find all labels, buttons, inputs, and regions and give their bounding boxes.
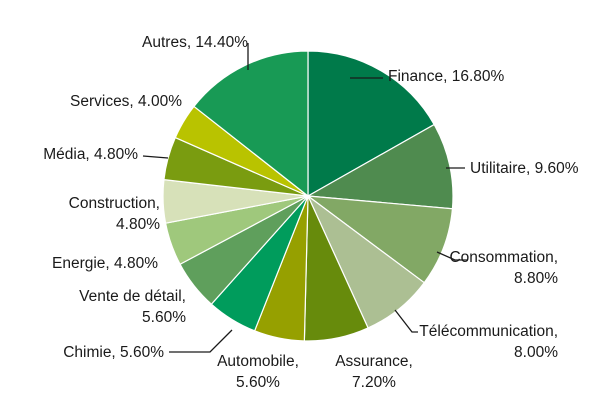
data-label-media: Média, 4.80%	[43, 146, 138, 163]
data-label-vente-de-detail: Vente de détail, 5.60%	[79, 288, 186, 326]
data-label-consommation: Consommation, 8.80%	[449, 249, 558, 287]
leader-line-chimie	[169, 329, 233, 353]
data-label-services: Services, 4.00%	[70, 93, 182, 110]
data-label-autres: Autres, 14.40%	[142, 34, 248, 51]
data-label-telecommunication: Télécommunication, 8.00%	[419, 323, 558, 361]
slice-autres	[193, 50, 309, 198]
data-label-construction: Construction, 4.80%	[69, 195, 161, 233]
data-label-assurance: Assurance, 7.20%	[335, 353, 413, 391]
data-label-chimie: Chimie, 5.60%	[63, 344, 164, 361]
leader-line-consommation	[436, 251, 468, 261]
data-labels: Finance, 16.80% Utilitaire, 9.60% Consomma…	[43, 34, 579, 391]
data-label-finance: Finance, 16.80%	[388, 68, 505, 85]
leader-line-telecommunication	[394, 309, 418, 333]
slice-finance	[307, 50, 435, 198]
data-label-utilitaire: Utilitaire, 9.60%	[470, 160, 579, 177]
data-label-energie: Energie, 4.80%	[52, 255, 158, 272]
leader-line-media	[142, 155, 169, 159]
slice-utilitaire	[306, 123, 454, 210]
pie-slices	[162, 50, 454, 342]
data-label-automobile: Automobile, 5.60%	[217, 353, 299, 391]
leader-lines	[142, 43, 468, 353]
